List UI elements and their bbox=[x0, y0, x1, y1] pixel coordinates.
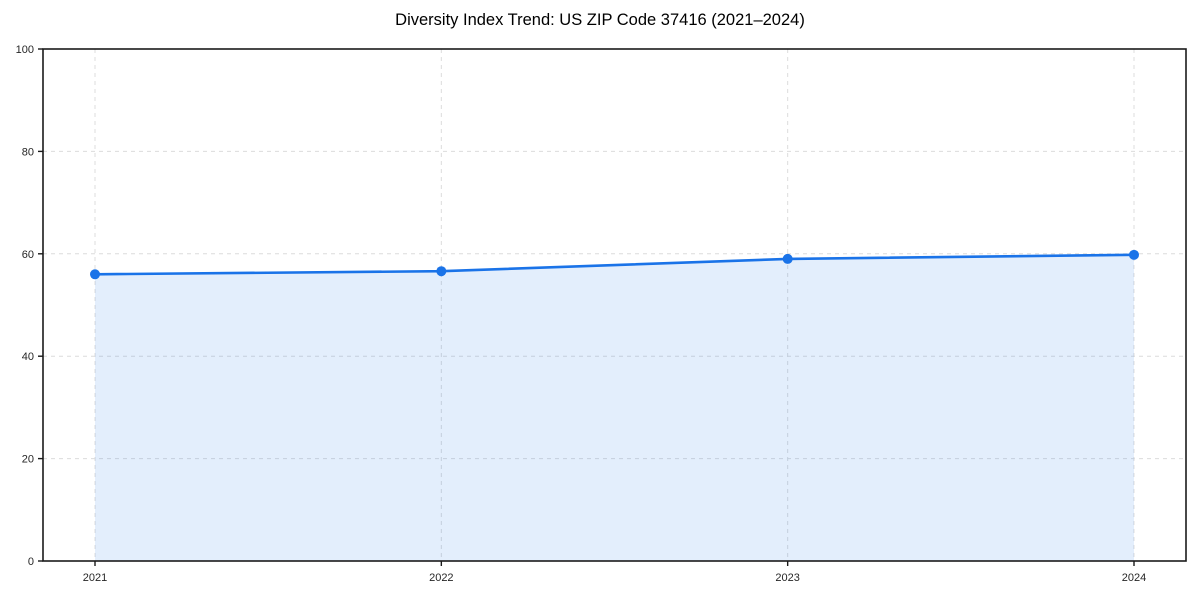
x-tick-label: 2021 bbox=[83, 572, 107, 584]
y-tick-label: 80 bbox=[22, 146, 34, 158]
y-tick-label: 60 bbox=[22, 249, 34, 261]
series-line bbox=[93, 253, 1136, 276]
chart-title: Diversity Index Trend: US ZIP Code 37416… bbox=[395, 11, 805, 29]
y-tick-label: 0 bbox=[28, 556, 34, 568]
y-tick-label: 100 bbox=[16, 44, 34, 56]
data-point-marker bbox=[782, 253, 793, 264]
plot-area: 0 20 40 60 80 100 2021 2022 2023 2024 bbox=[16, 44, 1187, 584]
x-tick-label: 2022 bbox=[429, 572, 453, 584]
data-point-marker bbox=[1129, 249, 1139, 260]
y-tick-label: 20 bbox=[22, 454, 34, 466]
x-tick-label: 2024 bbox=[1122, 572, 1146, 584]
axes-box bbox=[42, 48, 1187, 562]
gridlines bbox=[43, 49, 1186, 561]
x-tick-label: 2023 bbox=[775, 572, 799, 584]
data-point-marker bbox=[436, 266, 447, 277]
y-tick-label: 40 bbox=[22, 351, 34, 363]
data-point-marker bbox=[90, 269, 100, 280]
area-fill bbox=[95, 254, 1134, 561]
